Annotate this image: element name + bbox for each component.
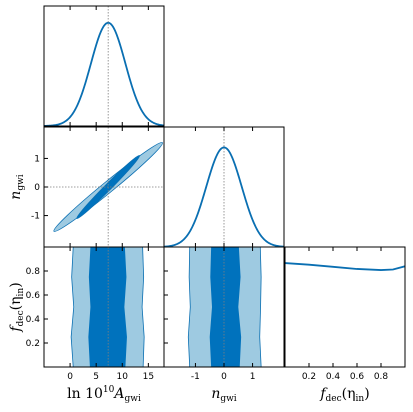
ytick-label-n-0: 0 [34,183,40,193]
marginal-curve-f [285,262,405,271]
ytick-label-f-0.8: 0.8 [26,267,41,277]
marginal-curve-A [44,21,164,126]
joint-panel-A-n [44,127,164,247]
xlabel-A: ln 1010Agwi [67,385,141,404]
ytick-label-f-0.4: 0.4 [26,315,41,325]
xlabel-f: fdec(ηin) [319,386,369,404]
ylabel-n: ngwi [8,174,26,199]
panel-frame-r0-c0 [43,5,165,127]
marginal-curve-n [164,146,284,247]
ytick-label-f-0.2: 0.2 [26,339,40,349]
xtick-label-A-15: 15 [143,372,154,382]
xtick-label-f-0.8: 0.8 [374,372,389,382]
xtick-label-f-0.2: 0.2 [302,372,316,382]
xtick-label-A-10: 10 [117,372,129,382]
xtick-label-f-0.4: 0.4 [326,372,341,382]
xtick-label-n-0: 0 [221,372,227,382]
marginal-panel-n [164,127,284,247]
marginal-panel-A [44,6,164,126]
marginal-panel-f [285,262,405,271]
xtick-label-f-0.6: 0.6 [350,372,365,382]
panels-layer [43,5,406,368]
xtick-label-n-1: 1 [250,372,256,382]
contour-inner-n-f [209,247,242,367]
ytick-label-f-0.6: 0.6 [26,291,41,301]
ylabel-f: fdec(ηin) [8,282,26,332]
labels-layer: 0 5 10 15 -1 0 1 0.2 0.4 0.6 0.8 -1 0 1 0.2 0.4 0.6 0.8 ln… [8,154,388,404]
xtick-label-A-5: 5 [93,372,99,382]
xtick-label-n--1: -1 [191,372,200,382]
joint-panel-A-f [70,247,145,367]
joint-panel-n-f [187,247,262,367]
xlabel-n: ngwi [211,386,236,404]
contour-inner-A-f [88,247,127,367]
xtick-label-A-0: 0 [67,372,73,382]
ytick-label-n-1: 1 [34,154,40,164]
panel-frame-r2-c2 [284,246,406,368]
ytick-label-n--1: -1 [31,212,40,222]
